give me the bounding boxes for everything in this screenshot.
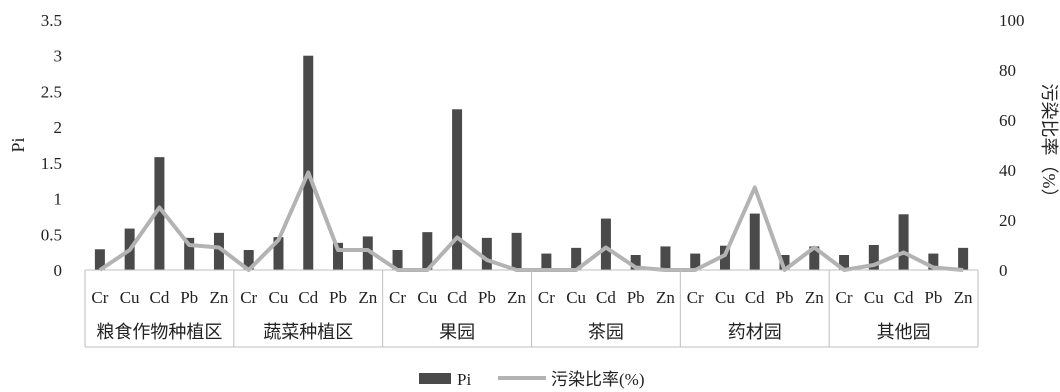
pi-bar [273, 237, 284, 270]
pi-bar [630, 255, 641, 270]
element-label: Cr [538, 288, 555, 307]
element-label: Cr [240, 288, 257, 307]
pi-bar [779, 255, 790, 270]
element-label: Zn [507, 288, 526, 307]
pollution-ratio-line [98, 170, 964, 272]
element-label: Cd [447, 288, 467, 307]
element-label: Cu [715, 288, 735, 307]
element-label: Zn [954, 288, 973, 307]
right-tick-label: 0 [999, 261, 1008, 280]
element-label: Zn [656, 288, 675, 307]
right-tick-label: 40 [999, 161, 1016, 180]
pi-bar [719, 245, 730, 270]
y-axis-label: Pi [8, 137, 28, 152]
right-axis-ticks: 0 20 40 60 80 100 [999, 11, 1025, 280]
element-label: Cu [120, 288, 140, 307]
right-tick-label: 20 [999, 211, 1016, 230]
pi-bar [94, 249, 105, 270]
element-label: Pb [180, 288, 198, 307]
element-label: Pb [776, 288, 794, 307]
group-label: 果园 [439, 322, 475, 342]
element-label: Cd [894, 288, 914, 307]
pi-bar [600, 218, 611, 270]
legend-line-label: 污染比率(%) [551, 370, 644, 389]
element-label: Zn [358, 288, 377, 307]
left-tick-label: 2.5 [41, 82, 62, 101]
element-label: Cu [417, 288, 437, 307]
pi-bar [154, 157, 165, 270]
left-tick-label: 1 [54, 190, 63, 209]
element-label: Pb [627, 288, 645, 307]
element-label: Cu [864, 288, 884, 307]
pollution-ratio-polyline [98, 170, 964, 272]
pi-bar [868, 245, 879, 270]
pi-bar [571, 247, 582, 270]
category-labels: Cr Cu Cd Pb Zn Cr Cu Cd Pb Zn Cr Cu Cd Pb Zn Cr Cu Cd Pb Zn… [91, 288, 973, 307]
pi-bar [809, 246, 820, 270]
element-label: Cr [91, 288, 108, 307]
element-label: Cr [836, 288, 853, 307]
element-label: Cu [269, 288, 289, 307]
group-label: 蔬菜种植区 [263, 322, 353, 342]
element-label: Zn [210, 288, 229, 307]
left-tick-label: 1.5 [41, 154, 62, 173]
element-label: Pb [924, 288, 942, 307]
element-label: Cu [566, 288, 586, 307]
element-label: Pb [329, 288, 347, 307]
bars [94, 55, 969, 271]
pi-bar [303, 55, 314, 270]
pi-bar [749, 213, 760, 270]
pi-bar [541, 253, 552, 270]
group-label: 茶园 [588, 322, 624, 342]
pi-bar [362, 236, 373, 270]
element-label: Cd [596, 288, 616, 307]
pi-bar [511, 232, 522, 270]
pi-bar [333, 242, 344, 270]
legend-bar-label: Pi [457, 370, 471, 389]
left-tick-label: 0.5 [41, 225, 62, 244]
pi-bar [422, 232, 433, 270]
y2-axis-label: 污染比率（%） [1039, 84, 1059, 207]
group-labels: 粮食作物种植区 蔬菜种植区 果园 茶园 药材园 其他园 [96, 322, 930, 342]
pi-bar [690, 253, 701, 270]
element-label: Cd [298, 288, 318, 307]
element-label: Cd [149, 288, 169, 307]
left-tick-label: 3.5 [41, 11, 62, 30]
right-tick-label: 100 [999, 11, 1025, 30]
pi-bar [184, 237, 195, 270]
pi-bar [898, 214, 909, 270]
pi-bar [213, 232, 224, 270]
pi-bar [660, 246, 671, 270]
legend-bar-swatch [419, 373, 451, 384]
pi-bar [839, 255, 850, 270]
right-tick-label: 80 [999, 61, 1016, 80]
element-label: Cd [745, 288, 765, 307]
group-label: 药材园 [728, 322, 782, 342]
group-label: 粮食作物种植区 [96, 322, 222, 342]
left-axis-ticks: 0 0.5 1 1.5 2 2.5 3 3.5 [41, 11, 62, 280]
left-tick-label: 0 [54, 261, 63, 280]
axes [84, 269, 979, 348]
element-label: Cr [389, 288, 406, 307]
pi-bar [481, 237, 492, 270]
pi-bar [392, 250, 403, 270]
right-tick-label: 60 [999, 111, 1016, 130]
pi-bar [958, 247, 969, 270]
pi-bar [928, 253, 939, 270]
pi-bar [243, 250, 254, 270]
element-label: Cr [687, 288, 704, 307]
left-tick-label: 3 [54, 47, 63, 66]
element-label: Zn [805, 288, 824, 307]
left-tick-label: 2 [54, 118, 63, 137]
element-label: Pb [478, 288, 496, 307]
legend: Pi 污染比率(%) [419, 370, 644, 389]
group-label: 其他园 [877, 322, 931, 342]
pi-bar [452, 109, 463, 271]
